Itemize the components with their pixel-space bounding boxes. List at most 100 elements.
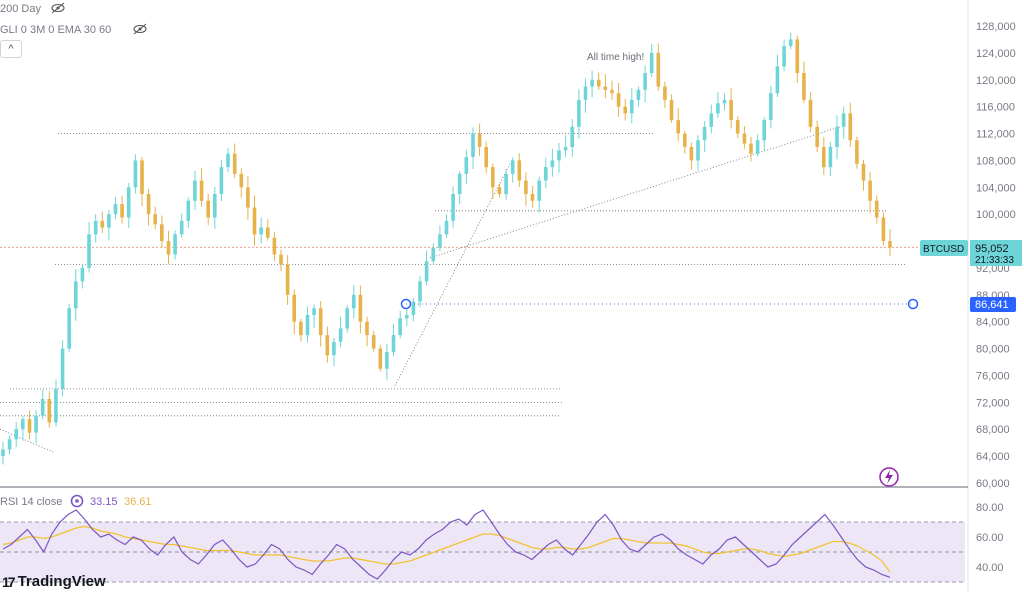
candle[interactable] xyxy=(795,39,800,73)
candle[interactable] xyxy=(709,113,714,127)
candle[interactable] xyxy=(742,133,747,144)
candle[interactable] xyxy=(577,99,581,127)
candle[interactable] xyxy=(444,220,449,235)
candle[interactable] xyxy=(775,66,780,94)
ath-annotation[interactable]: All time high! xyxy=(587,52,644,63)
candle[interactable] xyxy=(285,264,290,295)
candle[interactable] xyxy=(1,449,5,457)
candle[interactable] xyxy=(133,160,138,188)
candle[interactable] xyxy=(696,140,700,161)
candle[interactable] xyxy=(888,241,892,248)
candle[interactable] xyxy=(431,247,435,262)
candle[interactable] xyxy=(54,388,58,423)
candle[interactable] xyxy=(14,429,18,440)
candle[interactable] xyxy=(365,321,369,336)
candle[interactable] xyxy=(491,167,495,188)
candle[interactable] xyxy=(570,126,574,147)
candle[interactable] xyxy=(378,348,383,369)
candle[interactable] xyxy=(206,200,210,218)
candle[interactable] xyxy=(841,113,846,127)
candle[interactable] xyxy=(590,79,594,87)
candle[interactable] xyxy=(74,281,78,309)
candle[interactable] xyxy=(457,173,462,195)
candle[interactable] xyxy=(358,294,363,322)
candle[interactable] xyxy=(603,86,608,90)
candle[interactable] xyxy=(517,160,522,181)
candle[interactable] xyxy=(550,160,555,168)
candle[interactable] xyxy=(239,173,244,188)
candle[interactable] xyxy=(762,120,766,141)
trend-line[interactable] xyxy=(429,126,841,259)
candle[interactable] xyxy=(643,73,647,90)
eye-off-icon[interactable] xyxy=(51,2,65,14)
candle[interactable] xyxy=(669,99,674,121)
candle[interactable] xyxy=(749,143,753,154)
candle[interactable] xyxy=(246,187,250,208)
candle[interactable] xyxy=(193,180,197,201)
candle[interactable] xyxy=(755,140,760,154)
candle[interactable] xyxy=(292,294,296,322)
candle[interactable] xyxy=(325,335,330,356)
candle[interactable] xyxy=(391,335,396,352)
candle[interactable] xyxy=(279,254,283,265)
candle[interactable] xyxy=(828,147,833,168)
candle[interactable] xyxy=(537,180,541,201)
candle[interactable] xyxy=(213,194,217,218)
candle[interactable] xyxy=(7,439,12,450)
candle[interactable] xyxy=(477,133,482,147)
candle[interactable] xyxy=(411,301,416,315)
candle[interactable] xyxy=(855,140,859,164)
candle[interactable] xyxy=(861,163,866,181)
candle[interactable] xyxy=(120,204,124,218)
candle[interactable] xyxy=(689,147,694,161)
candle[interactable] xyxy=(788,39,793,47)
eye-off-icon[interactable] xyxy=(133,23,147,35)
candle[interactable] xyxy=(93,220,98,235)
candle[interactable] xyxy=(226,153,230,168)
candle[interactable] xyxy=(544,167,548,181)
candle[interactable] xyxy=(729,99,733,121)
alert-end-marker[interactable] xyxy=(907,298,919,310)
candle[interactable] xyxy=(332,341,336,356)
candle[interactable] xyxy=(385,351,389,369)
candle[interactable] xyxy=(40,399,45,416)
candle[interactable] xyxy=(683,133,687,147)
candle[interactable] xyxy=(557,150,561,161)
settings-icon[interactable] xyxy=(70,494,84,508)
candle[interactable] xyxy=(835,126,839,147)
candle[interactable] xyxy=(769,93,773,121)
candle[interactable] xyxy=(173,234,177,255)
candle[interactable] xyxy=(259,227,263,235)
candle[interactable] xyxy=(305,315,310,336)
lightning-icon[interactable] xyxy=(879,467,899,487)
candle[interactable] xyxy=(424,261,429,282)
candle[interactable] xyxy=(630,99,634,114)
candle[interactable] xyxy=(735,120,740,134)
candle[interactable] xyxy=(616,93,621,107)
candle[interactable] xyxy=(186,200,191,221)
candle[interactable] xyxy=(722,99,727,104)
candle[interactable] xyxy=(418,281,422,302)
candle[interactable] xyxy=(881,217,886,242)
candle[interactable] xyxy=(252,207,257,235)
candle[interactable] xyxy=(504,173,508,195)
candle[interactable] xyxy=(663,86,667,100)
candle[interactable] xyxy=(868,180,872,201)
candle[interactable] xyxy=(510,160,515,174)
candle[interactable] xyxy=(636,89,641,100)
candle[interactable] xyxy=(140,160,144,194)
candle[interactable] xyxy=(299,321,303,336)
candle[interactable] xyxy=(21,419,25,430)
candle[interactable] xyxy=(815,126,819,147)
candle[interactable] xyxy=(60,348,65,389)
candle[interactable] xyxy=(716,103,720,114)
candle[interactable] xyxy=(782,46,786,67)
candle[interactable] xyxy=(338,328,343,342)
alert-tag[interactable]: 86,641 xyxy=(975,299,1009,311)
candle[interactable] xyxy=(530,194,535,201)
collapse-legend-button[interactable]: ^ xyxy=(0,40,22,58)
candle[interactable] xyxy=(610,89,614,94)
candle[interactable] xyxy=(471,133,475,158)
